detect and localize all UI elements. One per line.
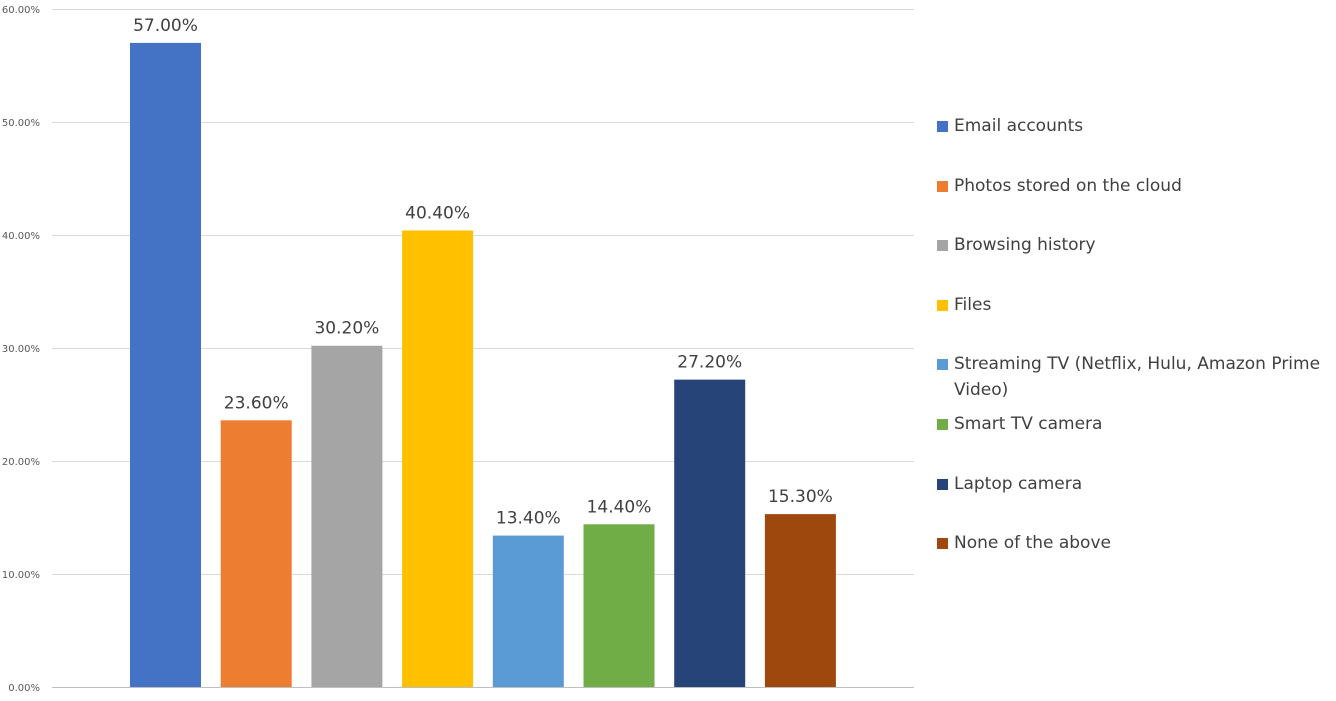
y-tick-label: 20.00% xyxy=(2,457,40,468)
bar xyxy=(130,42,201,687)
legend-label: Laptop camera xyxy=(954,473,1083,494)
data-labels: 57.00% 23.60% 30.20% 40.40% 13.40% 14.40% 27.2… xyxy=(133,16,833,529)
data-label: 57.00% xyxy=(133,16,198,36)
bar xyxy=(583,524,655,687)
legend-swatch xyxy=(937,180,948,192)
legend-item: Smart TV camera xyxy=(936,410,1334,470)
legend-item: None of the above xyxy=(936,529,1334,589)
legend-label: Streaming TV (Netflix, Hulu, Amazon Prim… xyxy=(954,354,1321,401)
y-tick-label: 40.00% xyxy=(2,231,40,242)
y-tick-label: 50.00% xyxy=(2,118,40,129)
legend-item: Laptop camera xyxy=(936,470,1334,530)
legend-label: Email accounts xyxy=(954,116,1084,136)
y-tick-label: 10.00% xyxy=(2,570,40,581)
legend-item: Files xyxy=(936,291,1334,351)
data-label: 23.60% xyxy=(224,393,289,413)
legend-label: None of the above xyxy=(954,533,1111,554)
legend-swatch xyxy=(937,418,948,430)
bar xyxy=(674,379,746,687)
bar xyxy=(311,345,383,687)
legend-label: Smart TV camera xyxy=(954,413,1103,434)
legend-label: Browsing history xyxy=(954,235,1096,256)
data-label: 27.20% xyxy=(677,353,742,373)
bars xyxy=(130,42,836,688)
legend: Email accounts Photos stored on the cloud… xyxy=(936,112,1334,589)
legend-swatch xyxy=(937,359,948,371)
data-label: 13.40% xyxy=(496,509,561,529)
data-label: 40.40% xyxy=(405,203,470,223)
y-tick-label: 30.00% xyxy=(2,344,40,355)
y-tick-label: 0.00% xyxy=(8,683,40,694)
legend-swatch xyxy=(937,121,948,132)
legend-label: Files xyxy=(954,294,992,315)
data-label: 15.30% xyxy=(768,487,833,507)
legend-item: Browsing history xyxy=(936,231,1334,291)
legend-swatch xyxy=(937,240,948,252)
y-axis: 0.00% 10.00% 20.00% 30.00% 40.00% 50.00% 60.00… xyxy=(2,5,40,694)
bar xyxy=(492,535,564,687)
data-label: 30.20% xyxy=(314,319,379,339)
legend-item: Photos stored on the cloud xyxy=(936,172,1334,232)
legend-item: Email accounts xyxy=(936,112,1334,172)
legend-label: Photos stored on the cloud xyxy=(954,175,1182,196)
bar-chart: 0.00% 10.00% 20.00% 30.00% 40.00% 50.00% 60.00… xyxy=(2,5,914,694)
legend-swatch xyxy=(937,299,948,311)
legend-item: Streaming TV (Netflix, Hulu, Amazon Prim… xyxy=(936,350,1334,410)
bar xyxy=(220,420,292,687)
legend-swatch xyxy=(937,478,948,490)
bar xyxy=(764,514,836,687)
y-tick-label: 60.00% xyxy=(2,5,40,16)
bar xyxy=(402,230,474,688)
legend-swatch xyxy=(937,538,948,550)
data-label: 14.40% xyxy=(587,497,652,517)
